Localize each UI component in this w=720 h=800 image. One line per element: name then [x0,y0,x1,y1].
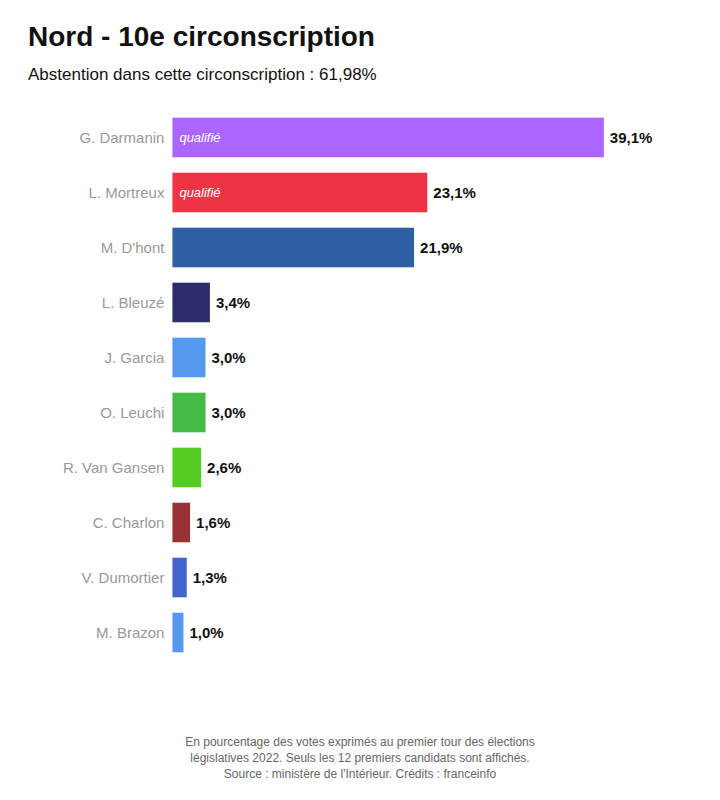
data-label: 1,6% [196,514,230,531]
category-label: M. D'hont [101,239,166,256]
annotation: qualifié [179,185,220,200]
bar [172,503,190,543]
category-label: R. Van Gansen [63,459,164,476]
chart-container: Nord - 10e circonscription Abstention dan… [0,0,720,800]
subtitle: Abstention dans cette circonscription : … [28,65,377,84]
bar [172,613,183,653]
bar [172,558,186,598]
bar [172,448,201,488]
bar [172,173,427,213]
bar [172,118,603,158]
category-label: L. Bleuzé [102,294,165,311]
chart: Nord - 10e circonscription Abstention dan… [0,0,720,800]
bar [172,393,205,433]
footnote-line: législatives 2022. Seuls les 12 premiers… [190,751,529,765]
category-label: L. Mortreux [89,184,165,201]
footnote-line: En pourcentage des votes exprimés au pre… [185,735,535,749]
title: Nord - 10e circonscription [28,21,375,52]
annotation: qualifié [179,130,220,145]
data-label: 21,9% [420,239,463,256]
bar [172,228,414,268]
footnote-line: Source : ministère de l'Intérieur. Crédi… [224,767,497,781]
data-label: 3,0% [212,349,246,366]
category-label: O. Leuchi [100,404,164,421]
category-label: C. Charlon [93,514,165,531]
footnote: En pourcentage des votes exprimés au pre… [185,735,535,781]
data-label: 1,0% [189,624,223,641]
bar [172,283,210,323]
category-label: V. Dumortier [82,569,165,586]
data-label: 1,3% [193,569,227,586]
category-label: M. Brazon [96,624,164,641]
data-label: 23,1% [433,184,476,201]
data-label: 39,1% [610,129,653,146]
labels: G. Darmanin 39,1% L. Mortreux 23,1% M. D'hon… [63,129,652,641]
category-label: G. Darmanin [79,129,164,146]
data-label: 2,6% [207,459,241,476]
data-label: 3,4% [216,294,250,311]
bars [172,118,603,653]
category-label: J. Garcia [104,349,165,366]
bar [172,338,205,378]
data-label: 3,0% [212,404,246,421]
